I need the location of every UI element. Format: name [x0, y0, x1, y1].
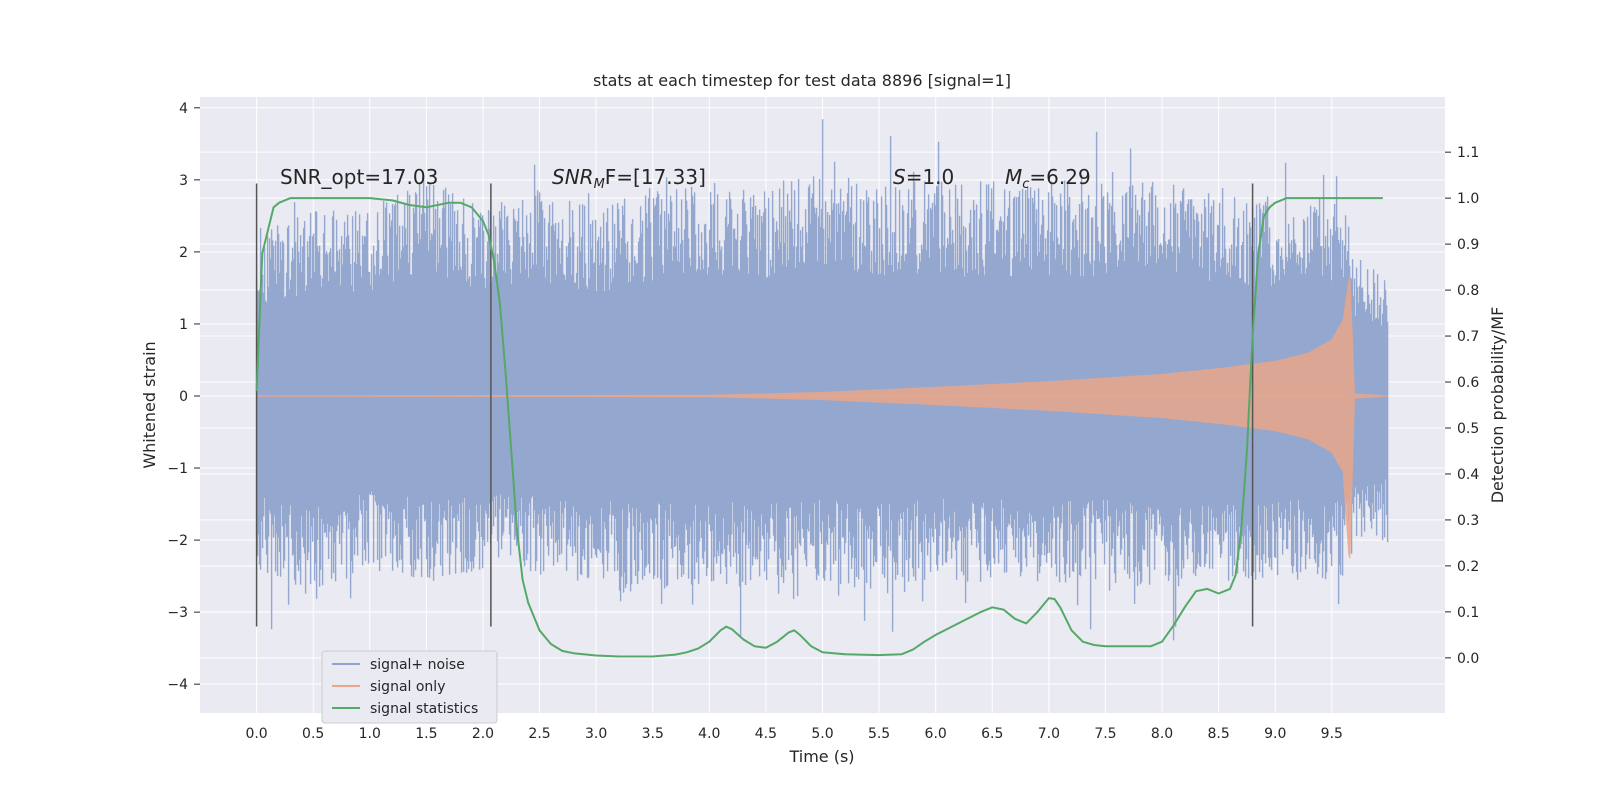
y-tick-label: −2: [167, 533, 188, 549]
x-tick-label: 0.5: [302, 726, 324, 742]
chart-title: stats at each timestep for test data 889…: [593, 71, 1011, 90]
annotation-s: S=1.0: [893, 165, 954, 189]
x-tick-label: 8.0: [1151, 726, 1173, 742]
annotation-snr-opt: SNR_opt=17.03: [280, 165, 438, 189]
x-tick-label: 9.5: [1321, 726, 1343, 742]
x-tick-label: 9.0: [1264, 726, 1286, 742]
y-tick-label: −1: [167, 461, 188, 477]
y2-axis-label: Detection probability/MF: [1488, 307, 1507, 504]
vertical-markers: [255, 183, 1254, 627]
y-tick-label: 4: [179, 101, 188, 117]
x-tick-label: 7.5: [1094, 726, 1116, 742]
x-tick-label: 1.0: [359, 726, 381, 742]
signal-envelope: [256, 276, 1389, 559]
y-axis-label: Whitened strain: [140, 341, 159, 468]
x-tick-label: 5.0: [811, 726, 833, 742]
y2-tick-label: 1.1: [1457, 145, 1479, 161]
x-tick-label: 3.0: [585, 726, 607, 742]
y2-tick-label: 0.9: [1457, 237, 1479, 253]
x-tick-label: 6.5: [981, 726, 1003, 742]
x-tick-label: 1.5: [415, 726, 437, 742]
x-axis-label: Time (s): [788, 747, 854, 766]
x-tick-label: 0.0: [245, 726, 267, 742]
x-tick-label: 3.5: [642, 726, 664, 742]
annotation-snr-mf: SNRMF=[17.33]: [552, 165, 706, 192]
y-tick-label: 0: [179, 389, 188, 405]
x-tick-label: 4.0: [698, 726, 720, 742]
x-tick-label: 2.0: [472, 726, 494, 742]
y2-tick-label: 0.3: [1457, 513, 1479, 529]
y2-tick-label: 0.0: [1457, 651, 1479, 667]
legend-box: [321, 650, 498, 724]
x-tick-label: 8.5: [1208, 726, 1230, 742]
y-tick-label: 2: [179, 245, 188, 261]
x-tick-label: 2.5: [528, 726, 550, 742]
y-tick-label: 1: [179, 317, 188, 333]
series-signal-only: [256, 276, 1389, 559]
y2-tick-label: 0.4: [1457, 467, 1479, 483]
legend: signal+ noise signal only signal statist…: [321, 650, 498, 724]
x-tick-label: 6.0: [925, 726, 947, 742]
y-axis-ticks: −4 −3 −2 −1 0 1 2 3 4: [167, 101, 200, 693]
legend-label-signal-statistics: signal statistics: [370, 701, 478, 717]
y-tick-label: −3: [167, 605, 188, 621]
y2-tick-label: 0.6: [1457, 375, 1479, 391]
y-tick-label: −4: [167, 677, 188, 693]
y2-tick-label: 1.0: [1457, 191, 1479, 207]
annotation-mc: Mc=6.29: [1005, 165, 1091, 192]
y2-tick-label: 0.2: [1457, 559, 1479, 575]
x-tick-label: 7.0: [1038, 726, 1060, 742]
y2-tick-label: 0.5: [1457, 421, 1479, 437]
legend-label-signal-noise: signal+ noise: [370, 657, 465, 673]
y2-tick-label: 0.8: [1457, 283, 1479, 299]
y-tick-label: 3: [179, 173, 188, 189]
y2-tick-label: 0.7: [1457, 329, 1479, 345]
y2-axis-ticks: 0.0 0.1 0.2 0.3 0.4 0.5 0.6 0.7 0.8 0.9 1.0 1.1: [1445, 145, 1479, 667]
x-axis-ticks: 0.0 0.5 1.0 1.5 2.0 2.5 3.0 3.5 4.0 4.5 5.0 5.5 6.0 6…: [245, 726, 1342, 742]
x-tick-label: 5.5: [868, 726, 890, 742]
x-tick-label: 4.5: [755, 726, 777, 742]
series-signal-statistics: [255, 197, 1383, 658]
y2-tick-label: 0.1: [1457, 605, 1479, 621]
legend-label-signal-only: signal only: [370, 679, 445, 695]
statistics-line: [255, 197, 1383, 658]
